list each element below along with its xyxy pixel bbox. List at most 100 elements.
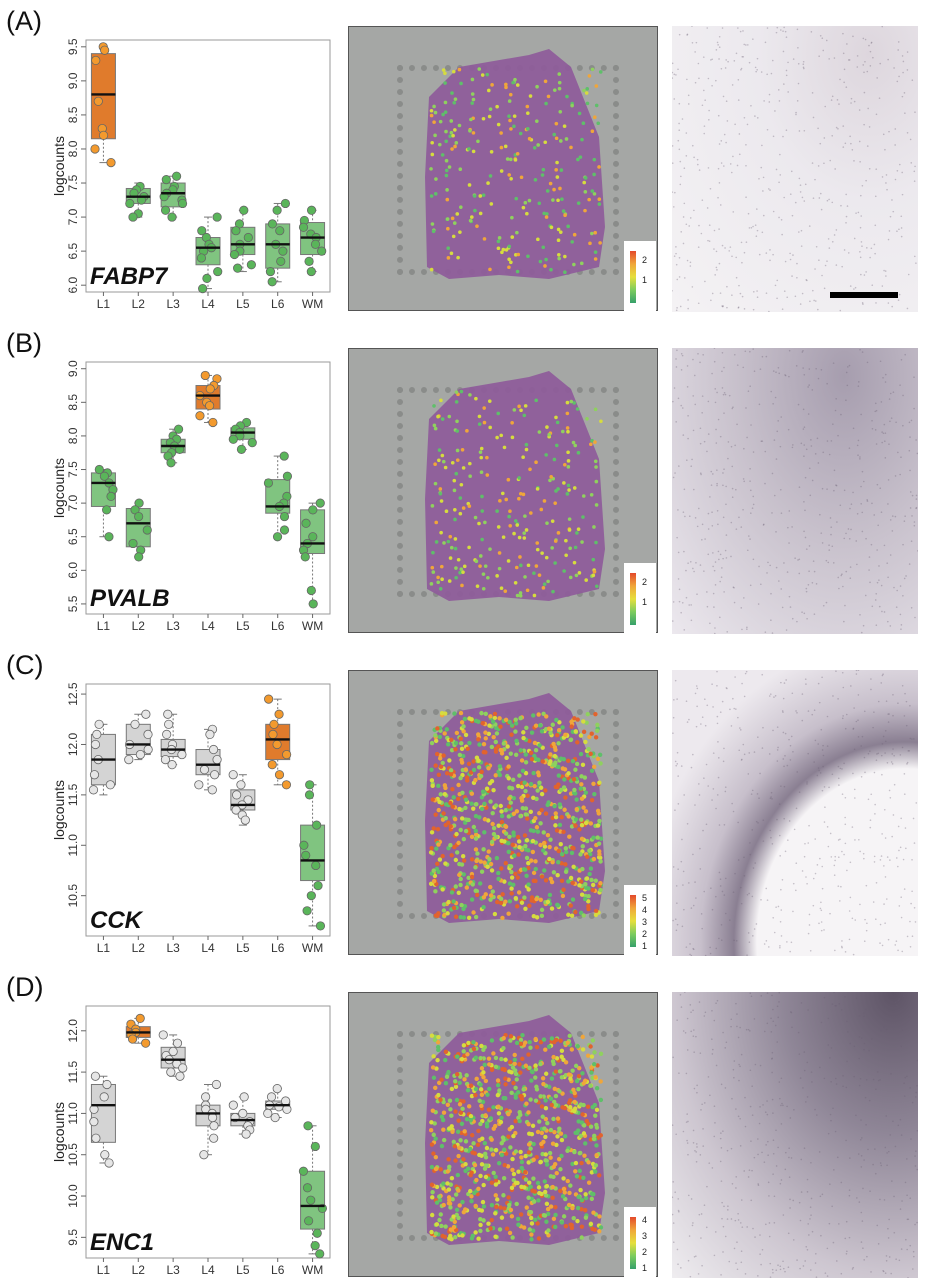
- cell-dot: [798, 1053, 801, 1055]
- cell-dot: [787, 526, 789, 529]
- cell-dot: [721, 387, 724, 389]
- expression-spot: [507, 114, 511, 118]
- expression-spot: [438, 491, 443, 496]
- cell-dot: [875, 918, 877, 921]
- cell-dot: [761, 1248, 764, 1251]
- expression-spot: [448, 534, 453, 539]
- cell-dot: [885, 1115, 888, 1117]
- cell-dot: [848, 1189, 851, 1191]
- cell-dot: [743, 116, 746, 119]
- cell-dot: [717, 196, 719, 199]
- data-point: [268, 729, 278, 740]
- panel-cck: (C) 10.5 11.0 11.5 12.0 12.5 logcounts L1 L2 L3 L4…: [0, 644, 933, 964]
- expression-spot: [446, 256, 451, 260]
- cell-dot: [884, 432, 887, 434]
- cell-dot: [835, 670, 837, 672]
- cell-dot: [905, 847, 907, 850]
- cell-dot: [739, 30, 742, 33]
- expression-spot: [517, 1118, 522, 1124]
- expression-spot: [495, 574, 499, 578]
- cell-dot: [780, 1104, 782, 1107]
- cell-dot: [710, 470, 713, 473]
- cell-dot: [868, 1099, 871, 1102]
- expression-spot: [482, 860, 487, 865]
- cell-dot: [855, 540, 858, 542]
- expression-spot: [460, 447, 465, 452]
- data-point: [201, 1092, 211, 1102]
- cell-dot: [841, 573, 843, 576]
- expression-spot: [592, 192, 597, 196]
- cell-dot: [695, 41, 698, 44]
- cell-dot: [752, 291, 755, 293]
- expression-spot: [586, 899, 591, 904]
- cell-dot: [807, 932, 810, 935]
- expression-spot: [484, 1121, 490, 1126]
- cell-dot: [866, 361, 869, 364]
- expression-spot: [590, 438, 594, 443]
- cell-dot: [903, 1082, 905, 1084]
- cell-dot: [782, 50, 785, 53]
- cell-dot: [672, 162, 674, 164]
- expression-spot: [474, 858, 479, 864]
- expression-spot: [525, 588, 530, 593]
- expression-spot: [481, 1182, 486, 1188]
- cell-dot: [833, 992, 835, 994]
- cell-dot: [819, 34, 822, 37]
- cell-dot: [816, 864, 819, 866]
- expression-spot: [430, 783, 435, 789]
- data-point: [134, 552, 144, 562]
- expression-spot: [560, 429, 565, 434]
- cell-dot: [723, 591, 725, 593]
- cell-dot: [822, 765, 824, 768]
- cell-dot: [879, 360, 882, 363]
- expression-spot: [577, 883, 582, 888]
- expression-spot: [436, 807, 441, 813]
- expression-spot: [510, 1235, 515, 1240]
- expression-spot: [431, 1151, 436, 1156]
- cell-dot: [720, 140, 723, 142]
- expression-spot: [443, 100, 448, 105]
- cell-dot: [866, 922, 868, 925]
- expression-spot: [493, 749, 499, 754]
- expression-spot: [523, 514, 527, 518]
- cell-dot: [676, 923, 679, 926]
- cell-dot: [841, 768, 843, 770]
- expression-spot: [463, 1148, 469, 1153]
- cell-dot: [694, 51, 696, 53]
- cell-dot: [914, 1223, 916, 1226]
- cell-dot: [908, 449, 911, 452]
- expression-spot: [520, 1032, 525, 1038]
- data-point: [90, 739, 101, 750]
- expression-spot: [517, 535, 522, 540]
- expression-spot: [537, 201, 542, 206]
- cell-dot: [796, 262, 798, 265]
- cell-dot: [674, 679, 677, 682]
- cell-dot: [674, 472, 676, 474]
- cell-dot: [804, 678, 807, 680]
- cell-dot: [724, 786, 727, 788]
- data-point: [274, 709, 284, 719]
- data-point: [199, 1150, 209, 1160]
- expression-spot: [440, 1233, 445, 1239]
- data-point: [274, 1102, 284, 1112]
- cell-dot: [696, 593, 698, 595]
- cell-dot: [761, 355, 764, 358]
- cell-dot: [835, 1083, 838, 1085]
- cell-dot: [694, 804, 696, 806]
- expression-spot: [565, 411, 570, 416]
- cell-dot: [845, 1252, 848, 1255]
- expression-spot: [562, 777, 567, 782]
- cell-dot: [913, 180, 916, 182]
- cell-dot: [737, 859, 740, 861]
- x-tick-label: WM: [302, 941, 323, 955]
- cell-dot: [682, 1030, 685, 1032]
- expression-spot: [436, 1034, 441, 1040]
- cell-dot: [874, 195, 877, 198]
- expression-spot: [476, 139, 480, 144]
- data-point: [236, 444, 247, 454]
- expression-spot: [528, 750, 534, 756]
- cell-dot: [872, 726, 874, 729]
- cell-dot: [837, 777, 840, 780]
- expression-spot: [506, 764, 511, 769]
- cell-dot: [770, 390, 773, 393]
